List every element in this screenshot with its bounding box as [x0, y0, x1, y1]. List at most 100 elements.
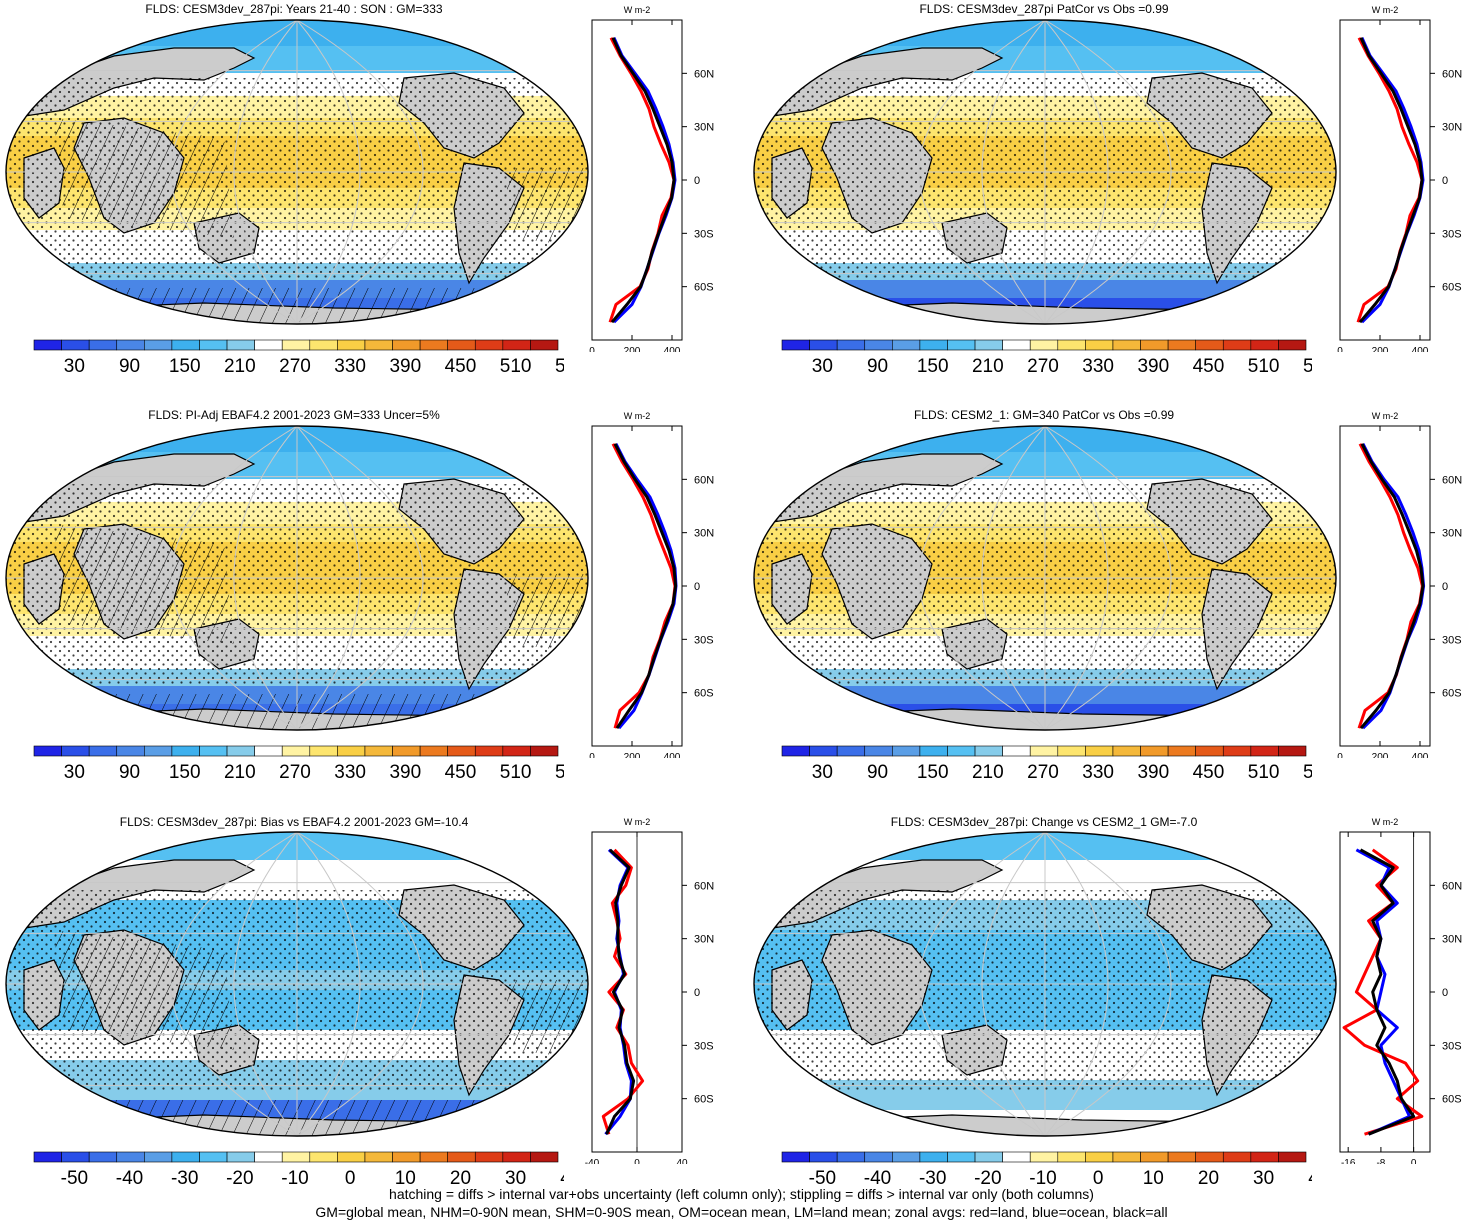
- zonal-line-black: [613, 443, 678, 730]
- colorbar-swatch: [1085, 339, 1114, 351]
- map-panel-4: [753, 425, 1337, 731]
- colorbar-swatch: [171, 1151, 200, 1163]
- colorbar-label: 40: [560, 1168, 564, 1189]
- zonal-line-black: [610, 37, 676, 324]
- colorbar-swatch: [116, 1151, 145, 1163]
- zonal-plot-3: W m-2 60N 30N 0 30S 60S 0 200 400: [589, 411, 714, 758]
- zonal-line-red: [1342, 848, 1424, 1136]
- colorbar-swatch: [1222, 1151, 1252, 1163]
- colorbar-swatch: [530, 1151, 559, 1163]
- colorbar-swatch: [33, 339, 62, 351]
- zonal-value-label: 400: [664, 752, 681, 758]
- hatching: [54, 118, 234, 238]
- zonal-lat-label: 30S: [694, 634, 714, 646]
- colorbar-label: 270: [279, 356, 311, 377]
- colorbar-label: 30: [812, 356, 833, 377]
- colorbar-swatch: [947, 745, 976, 757]
- colorbar-label: 210: [972, 762, 1004, 783]
- zonal-value-label: 0: [634, 1158, 640, 1164]
- colorbar-label: -20: [974, 1168, 1001, 1189]
- colorbar-3: 3090150210270330390450510570630: [33, 745, 564, 783]
- colorbar-label: 330: [1082, 762, 1114, 783]
- colorbar-swatch: [892, 745, 921, 757]
- colorbar-swatch: [1195, 1151, 1224, 1163]
- colorbar-swatch: [309, 339, 338, 351]
- map-panel-2: [753, 19, 1337, 325]
- colorbar-swatch: [809, 339, 838, 351]
- colorbar-swatch: [1057, 1151, 1086, 1163]
- colorbar-swatch: [1029, 745, 1059, 757]
- colorbar-label: -10: [281, 1168, 308, 1189]
- zonal-lat-label: 0: [1442, 581, 1448, 593]
- colorbar-label: 510: [500, 356, 532, 377]
- colorbar-swatch: [474, 1151, 504, 1163]
- zonal-value-label: 400: [1412, 752, 1429, 758]
- colorbar-label: -40: [864, 1168, 891, 1189]
- zonal-line-black: [1358, 37, 1424, 324]
- colorbar-label: 330: [334, 356, 366, 377]
- colorbar-swatch: [530, 339, 559, 351]
- colorbar-swatch: [502, 1151, 531, 1163]
- colorbar-label: 0: [345, 1168, 356, 1189]
- colorbar-label: 90: [119, 762, 140, 783]
- zonal-lat-label: 30N: [1442, 934, 1462, 946]
- zonal-lat-label: 60S: [1442, 688, 1462, 700]
- zonal-unit-label: W m-2: [1372, 411, 1399, 421]
- colorbar-swatch: [419, 745, 448, 757]
- colorbar-5: -50-40-30-20-1001020304050: [33, 1151, 564, 1189]
- zonal-lat-label: 0: [694, 175, 700, 187]
- colorbar-swatch: [226, 339, 255, 351]
- colorbar-label: 450: [1193, 356, 1225, 377]
- colorbar-label: 570: [1303, 762, 1312, 783]
- colorbar-swatch: [947, 1151, 976, 1163]
- colorbar-label: 30: [64, 356, 85, 377]
- colorbar-swatch: [88, 339, 118, 351]
- zonal-lat-label: 30N: [694, 122, 714, 134]
- panel-title-6: FLDS: CESM3dev_287pi: Change vs CESM2_1 …: [890, 815, 1198, 829]
- colorbar-swatch: [309, 1151, 338, 1163]
- colorbar-swatch: [199, 745, 228, 757]
- hatching: [54, 930, 234, 1050]
- colorbar-label: 570: [1303, 356, 1312, 377]
- zonal-lat-label: 30S: [1442, 634, 1462, 646]
- zonal-lat-label: 60S: [1442, 282, 1462, 294]
- colorbar-label: 90: [119, 356, 140, 377]
- panel-title-2: FLDS: CESM3dev_287pi PatCor vs Obs =0.99: [919, 2, 1169, 16]
- map-outline: [5, 425, 589, 731]
- colorbar-label: 390: [389, 762, 421, 783]
- colorbar-6: -50-40-30-20-1001020304050: [781, 1151, 1312, 1189]
- colorbar-swatch: [364, 339, 393, 351]
- colorbar-swatch: [781, 339, 810, 351]
- colorbar-label: 20: [450, 1168, 471, 1189]
- colorbar-swatch: [919, 1151, 948, 1163]
- colorbar-label: 30: [812, 762, 833, 783]
- colorbar-swatch: [809, 745, 838, 757]
- colorbar-swatch: [281, 1151, 311, 1163]
- colorbar-swatch: [281, 339, 311, 351]
- colorbar-swatch: [1278, 339, 1307, 351]
- zonal-lat-label: 60N: [1442, 880, 1462, 892]
- colorbar-swatch: [1222, 745, 1252, 757]
- zonal-lat-label: 60N: [694, 68, 714, 80]
- colorbar-swatch: [171, 745, 200, 757]
- colorbar-swatch: [1195, 745, 1224, 757]
- map-panel-6: [753, 831, 1337, 1137]
- colorbar-label: 30: [505, 1168, 526, 1189]
- colorbar-swatch: [61, 745, 90, 757]
- colorbar-swatch: [974, 339, 1003, 351]
- colorbar-swatch: [781, 745, 810, 757]
- colorbar-swatch: [836, 1151, 866, 1163]
- colorbar-swatch: [1140, 339, 1169, 351]
- zonal-value-label: 400: [1412, 346, 1429, 352]
- colorbar-swatch: [1167, 339, 1196, 351]
- zonal-lat-label: 60S: [1442, 1094, 1462, 1106]
- colorbar-swatch: [144, 339, 173, 351]
- zonal-lat-label: 30N: [1442, 528, 1462, 540]
- colorbar-label: 510: [1248, 356, 1280, 377]
- colorbar-label: 450: [445, 356, 477, 377]
- landmass: [771, 708, 1313, 730]
- colorbar-swatch: [254, 1151, 283, 1163]
- colorbar-swatch: [1085, 1151, 1114, 1163]
- panel-title-4: FLDS: CESM2_1: GM=340 PatCor vs Obs =0.9…: [913, 408, 1175, 422]
- colorbar-swatch: [199, 339, 228, 351]
